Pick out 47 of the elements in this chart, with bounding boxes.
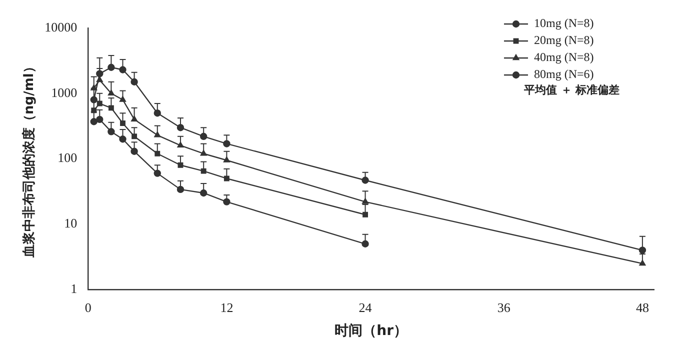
point — [108, 105, 114, 111]
y-axis-title: 血浆中非布司他的浓度（ng/ml） — [21, 60, 38, 258]
y-tick-label: 1 — [70, 281, 78, 296]
point — [96, 116, 104, 124]
point — [223, 140, 230, 148]
point — [108, 90, 114, 96]
point — [119, 136, 126, 143]
point — [362, 240, 369, 248]
point — [96, 100, 102, 106]
point — [200, 168, 206, 174]
legend-label: 40mg (N=8) — [534, 50, 594, 64]
point — [176, 124, 184, 132]
point — [130, 78, 138, 86]
point — [223, 198, 230, 206]
point — [154, 170, 161, 177]
x-tick-label: 24 — [358, 300, 372, 315]
point — [154, 109, 161, 117]
point — [362, 198, 368, 204]
point — [108, 64, 115, 71]
legend-label: 80mg (N=6) — [534, 67, 594, 82]
point — [200, 189, 208, 197]
point — [108, 128, 115, 136]
y-tick-label: 10 — [64, 216, 78, 231]
x-tick-label: 36 — [497, 300, 511, 315]
x-tick-label: 48 — [636, 300, 649, 315]
point — [130, 148, 138, 155]
x-axis-title: 时间（hr） — [334, 323, 408, 340]
point — [176, 186, 184, 194]
point — [362, 212, 368, 218]
point — [119, 66, 126, 74]
point — [120, 120, 126, 126]
y-tick-label: 100 — [58, 150, 78, 166]
point — [154, 150, 160, 156]
point — [120, 96, 126, 102]
point — [362, 176, 369, 184]
point — [223, 156, 230, 162]
y-tick-label: 1000 — [51, 84, 78, 100]
y-tick-label: 10000 — [44, 19, 78, 34]
annotation: 平均值 ＋ 标准偏差 — [523, 83, 620, 96]
point — [200, 132, 208, 140]
point — [131, 116, 138, 122]
x-tick-label: 0 — [84, 300, 92, 315]
legend-label: 10mg (N=8) — [534, 16, 594, 30]
point — [638, 246, 646, 254]
point — [132, 134, 138, 140]
x-tick-label: 12 — [220, 300, 234, 315]
legend-label: 20mg (N=8) — [534, 33, 594, 48]
